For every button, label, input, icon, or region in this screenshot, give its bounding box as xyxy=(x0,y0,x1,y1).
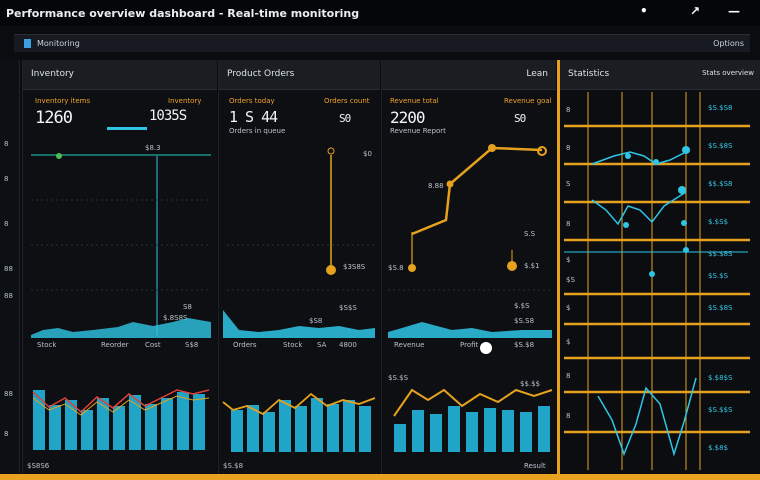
label: $S8S6 xyxy=(27,462,50,470)
label: Revenue xyxy=(394,341,425,349)
row-label: 8 xyxy=(566,144,571,152)
panel-statistics: Statistics Stats overview 8 8 S 8 $ $S $… xyxy=(557,60,760,474)
label: $S.S8 xyxy=(514,317,535,325)
axis-tick: 8 xyxy=(4,175,9,183)
label: Cost xyxy=(145,341,161,349)
label: Result xyxy=(524,462,546,470)
options-button[interactable]: Options xyxy=(713,39,744,48)
stat-value: $S.$$S xyxy=(708,406,733,414)
label: 8.88 xyxy=(428,182,444,190)
statistics-title: Statistics xyxy=(568,69,610,79)
label: $S8 xyxy=(309,317,323,325)
label: Profit xyxy=(460,341,479,349)
orders-value: 1 S 44 xyxy=(229,108,278,126)
monitor-icon xyxy=(24,39,31,48)
label: Orders xyxy=(233,341,257,349)
label: $.$1 xyxy=(524,262,540,270)
label: Reorder xyxy=(101,341,129,349)
inventory-value: 1260 xyxy=(35,108,73,128)
panel-title: Product Orders xyxy=(219,60,380,90)
stat-value: $S.$S8 xyxy=(708,104,733,112)
label: $S.$8 xyxy=(223,462,244,470)
row-label: $S xyxy=(566,276,575,284)
axis-tick: 8 xyxy=(4,140,9,148)
menu-dot-icon[interactable]: • xyxy=(640,4,648,18)
label: Revenue total xyxy=(390,97,439,105)
label: SA xyxy=(317,341,327,349)
label: $0 xyxy=(363,150,372,158)
label: $.8S8S xyxy=(163,314,188,322)
toolbar: Monitoring Options xyxy=(14,34,750,52)
label: S8 xyxy=(183,303,192,311)
panel-title: Lean xyxy=(382,60,556,90)
label: $3S8S xyxy=(343,263,366,271)
inventory-value2: 1035S xyxy=(149,108,187,124)
row-label: $ xyxy=(566,304,571,312)
label: $$.$$ xyxy=(520,380,541,388)
revenue-value: 2200 xyxy=(390,108,426,127)
panel-title: Inventory xyxy=(23,60,217,90)
row-label: 8 xyxy=(566,412,571,420)
bottom-accent-bar xyxy=(0,474,760,480)
label: $S$S xyxy=(339,304,357,312)
label: S.S xyxy=(524,230,536,238)
stat-value: $.$8$ xyxy=(708,444,729,452)
axis-tick: 8 xyxy=(4,430,9,438)
label: Orders in queue xyxy=(229,127,286,135)
panel-title: Statistics Stats overview xyxy=(560,60,760,90)
orders-value2: S0 xyxy=(339,112,351,125)
axis-tick: 8 xyxy=(4,220,9,228)
label: Inventory xyxy=(168,97,202,105)
stat-value: $$.$8S xyxy=(708,250,733,258)
label: S$8 xyxy=(185,341,199,349)
row-label: 8 xyxy=(566,106,571,114)
stat-value: $.$8$S xyxy=(708,374,733,382)
axis-tick: 88 xyxy=(4,292,13,300)
stat-value: $S.$8S xyxy=(708,304,733,312)
label: $S.$8 xyxy=(514,341,535,349)
revenue-value2: S0 xyxy=(514,112,526,125)
label: $.$S xyxy=(514,302,530,310)
row-label: $ xyxy=(566,338,571,346)
panel-inventory: Inventory Inventory items Inventory 1260… xyxy=(22,60,217,480)
row-label: 8 xyxy=(566,372,571,380)
label: $S.8 xyxy=(388,264,404,272)
panel-lean: Lean Revenue total Revenue goal 2200 S0 … xyxy=(381,60,556,480)
label: Stock xyxy=(283,341,303,349)
row-label: $ xyxy=(566,256,571,264)
axis-tick: 88 xyxy=(4,390,13,398)
row-label: S xyxy=(566,180,571,188)
panel-product-orders: Product Orders Orders today Orders count… xyxy=(218,60,380,480)
label: Orders today xyxy=(229,97,275,105)
window-title: Performance overview dashboard - Real-ti… xyxy=(6,6,360,20)
inventory-chart xyxy=(31,127,211,450)
minimize-icon[interactable]: — xyxy=(728,4,740,18)
label: 4800 xyxy=(339,341,357,349)
axis-tick: 88 xyxy=(4,265,13,273)
label: Stock xyxy=(37,341,57,349)
label: Inventory items xyxy=(35,97,91,105)
statistics-chart xyxy=(564,92,750,470)
revenue-chart xyxy=(388,144,553,452)
window-titlebar: Performance overview dashboard - Real-ti… xyxy=(0,0,760,26)
stat-value: $$.$S8 xyxy=(708,180,733,188)
left-axis: 8 8 8 88 88 88 8 xyxy=(0,60,20,480)
orders-chart xyxy=(222,147,376,452)
stat-value: $.$S$ xyxy=(708,218,729,226)
stat-value: $S.$8S xyxy=(708,142,733,150)
expand-icon[interactable]: ↗ xyxy=(690,4,701,18)
label: $8.3 xyxy=(145,144,161,152)
label: Revenue goal xyxy=(504,97,552,105)
tab-monitoring[interactable]: Monitoring xyxy=(37,39,80,48)
stats-overview-label: Stats overview xyxy=(702,69,754,77)
label: $S.$S xyxy=(388,374,409,382)
stat-value: $S.$S xyxy=(708,272,729,280)
label: Revenue Report xyxy=(390,127,446,135)
row-label: 8 xyxy=(566,220,571,228)
label: Orders count xyxy=(324,97,370,105)
